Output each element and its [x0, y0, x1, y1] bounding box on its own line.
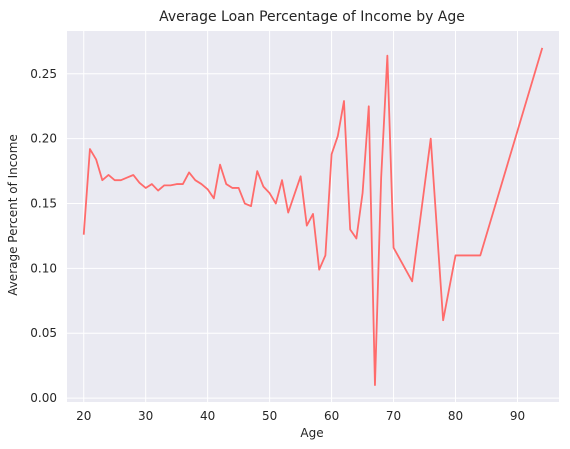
- x-tick-label: 30: [138, 409, 153, 423]
- x-axis-label: Age: [300, 426, 323, 440]
- x-tick-label: 90: [510, 409, 525, 423]
- y-tick-label: 0.10: [30, 261, 57, 275]
- x-axis-ticks: 20 30 40 50 60 70 80 90: [76, 409, 525, 423]
- y-tick-label: 0.05: [30, 326, 57, 340]
- y-tick-label: 0.00: [30, 391, 57, 405]
- grid: [67, 31, 559, 402]
- y-axis-ticks: 0.00 0.05 0.10 0.15 0.20 0.25: [30, 67, 57, 405]
- y-tick-label: 0.25: [30, 67, 57, 81]
- x-tick-label: 40: [200, 409, 215, 423]
- x-tick-label: 70: [386, 409, 401, 423]
- x-tick-label: 80: [448, 409, 463, 423]
- y-tick-label: 0.20: [30, 132, 57, 146]
- x-tick-label: 20: [76, 409, 91, 423]
- chart-title: Average Loan Percentage of Income by Age: [159, 9, 465, 25]
- y-tick-label: 0.15: [30, 197, 57, 211]
- series-line: [82, 47, 544, 387]
- x-tick-label: 60: [324, 409, 339, 423]
- x-tick-label: 50: [262, 409, 277, 423]
- y-axis-label: Average Percent of Income: [6, 134, 20, 296]
